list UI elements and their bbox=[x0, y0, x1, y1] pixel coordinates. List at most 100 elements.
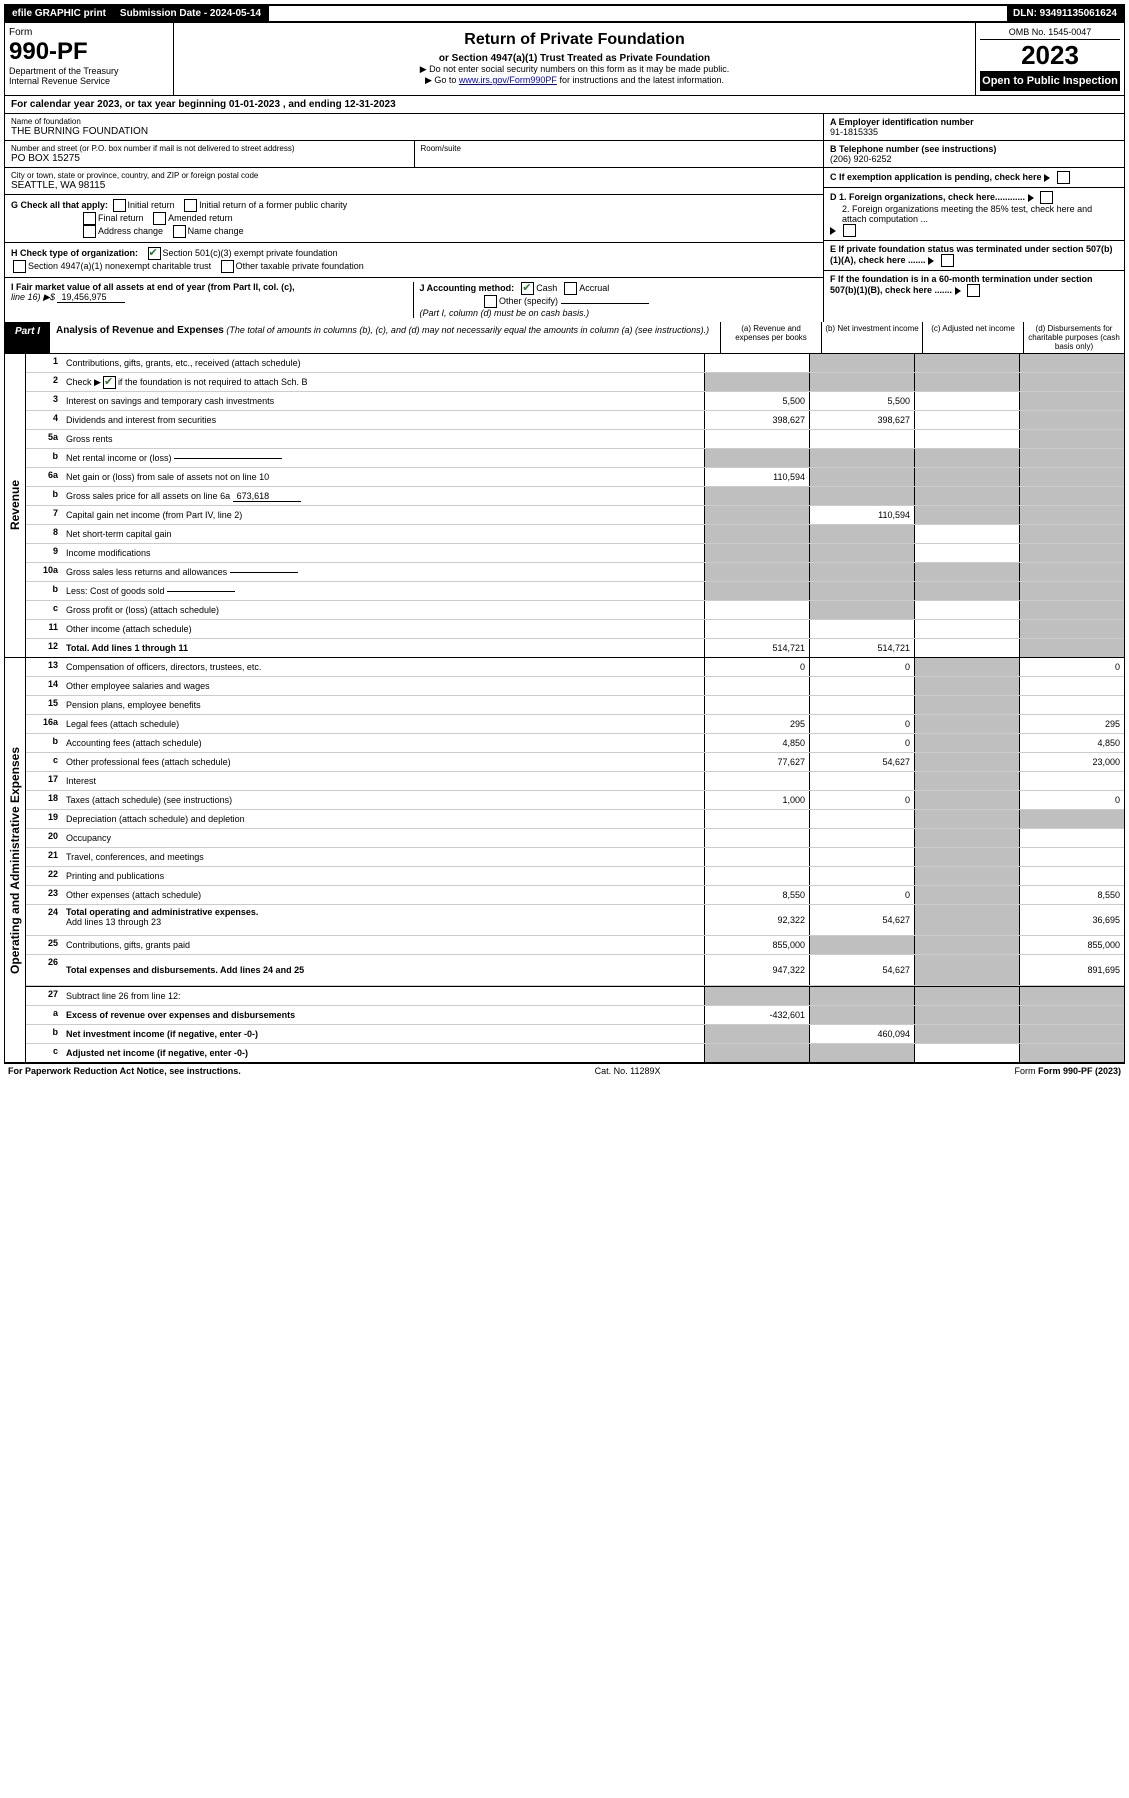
row-desc: Gross profit or (loss) (attach schedule) bbox=[62, 601, 704, 619]
r24-desc: Total operating and administrative expen… bbox=[66, 907, 258, 917]
cell-d bbox=[1019, 772, 1124, 790]
address-label: Number and street (or P.O. box number if… bbox=[11, 144, 408, 153]
city-cell: City or town, state or province, country… bbox=[5, 168, 823, 195]
part1-title-note: (The total of amounts in columns (b), (c… bbox=[226, 325, 709, 335]
cal-end: 12-31-2023 bbox=[344, 99, 395, 110]
row-desc: Net rental income or (loss) bbox=[62, 449, 704, 467]
form-left: Form 990-PF Department of the Treasury I… bbox=[5, 23, 174, 95]
row-desc: Dividends and interest from securities bbox=[62, 411, 704, 429]
cell-a bbox=[704, 525, 809, 543]
r10a-field[interactable] bbox=[230, 572, 298, 573]
cell-c bbox=[914, 392, 1019, 410]
cell-c bbox=[914, 639, 1019, 657]
fmv-value: 19,456,975 bbox=[57, 292, 125, 303]
r5b-field[interactable] bbox=[174, 458, 282, 459]
col-d-header: (d) Disbursements for charitable purpose… bbox=[1023, 322, 1124, 353]
cell-b bbox=[809, 468, 914, 486]
other-method-checkbox[interactable] bbox=[484, 295, 497, 308]
row-desc: Pension plans, employee benefits bbox=[62, 696, 704, 714]
col-headers: (a) Revenue and expenses per books (b) N… bbox=[720, 322, 1124, 353]
cash-checkbox[interactable] bbox=[521, 282, 534, 295]
form-center: Return of Private Foundation or Section … bbox=[174, 23, 976, 95]
cell-b: 54,627 bbox=[809, 905, 914, 935]
schb-checkbox[interactable] bbox=[103, 376, 116, 389]
row-num: 17 bbox=[26, 772, 62, 790]
table-row: 5a Gross rents bbox=[26, 430, 1124, 449]
cell-c bbox=[914, 936, 1019, 954]
initial-return-checkbox[interactable] bbox=[113, 199, 126, 212]
cell-d bbox=[1019, 867, 1124, 885]
cell-b bbox=[809, 936, 914, 954]
table-row: 19 Depreciation (attach schedule) and de… bbox=[26, 810, 1124, 829]
omb: OMB No. 1545-0047 bbox=[980, 27, 1120, 40]
cell-a bbox=[704, 829, 809, 847]
row-desc: Gross rents bbox=[62, 430, 704, 448]
revenue-side-label: Revenue bbox=[5, 354, 26, 657]
foreign-org-checkbox[interactable] bbox=[1040, 191, 1053, 204]
efile-button[interactable]: efile GRAPHIC print bbox=[6, 6, 114, 21]
row-desc: Travel, conferences, and meetings bbox=[62, 848, 704, 866]
other-taxable-checkbox[interactable] bbox=[221, 260, 234, 273]
cal-prefix: For calendar year 2023, or tax year begi… bbox=[11, 99, 229, 110]
row-desc: Taxes (attach schedule) (see instruction… bbox=[62, 791, 704, 809]
cell-a bbox=[704, 449, 809, 467]
cell-a bbox=[704, 373, 809, 391]
amended-return-checkbox[interactable] bbox=[153, 212, 166, 225]
instr1: ▶ Do not enter social security numbers o… bbox=[178, 64, 971, 75]
cell-d bbox=[1019, 1025, 1124, 1043]
row-desc: Excess of revenue over expenses and disb… bbox=[62, 1006, 704, 1024]
row-num: 2 bbox=[26, 373, 62, 391]
60month-checkbox[interactable] bbox=[967, 284, 980, 297]
cell-d bbox=[1019, 696, 1124, 714]
4947-checkbox[interactable] bbox=[13, 260, 26, 273]
cell-c bbox=[914, 791, 1019, 809]
r10b-field[interactable] bbox=[167, 591, 235, 592]
cell-b bbox=[809, 620, 914, 638]
foreign-85-checkbox[interactable] bbox=[843, 224, 856, 237]
g-name: Name change bbox=[188, 226, 244, 236]
terminated-checkbox[interactable] bbox=[941, 254, 954, 267]
g-amended: Amended return bbox=[168, 213, 233, 223]
cell-c bbox=[914, 696, 1019, 714]
h-section: H Check type of organization: Section 50… bbox=[5, 243, 823, 278]
accrual-checkbox[interactable] bbox=[564, 282, 577, 295]
form-990pf-link[interactable]: www.irs.gov/Form990PF bbox=[459, 75, 557, 85]
initial-former-checkbox[interactable] bbox=[184, 199, 197, 212]
table-row: c Adjusted net income (if negative, ente… bbox=[26, 1044, 1124, 1062]
cell-c bbox=[914, 1006, 1019, 1024]
g-section: G Check all that apply: Initial return I… bbox=[5, 195, 823, 243]
cell-b: 54,627 bbox=[809, 753, 914, 771]
cell-d bbox=[1019, 987, 1124, 1005]
cell-d bbox=[1019, 430, 1124, 448]
exemption-pending-checkbox[interactable] bbox=[1057, 171, 1070, 184]
address-change-checkbox[interactable] bbox=[83, 225, 96, 238]
cell-d bbox=[1019, 582, 1124, 600]
r24-desc2: Add lines 13 through 23 bbox=[66, 917, 161, 927]
501c3-checkbox[interactable] bbox=[148, 247, 161, 260]
row-desc: Net short-term capital gain bbox=[62, 525, 704, 543]
row-desc: Gross sales price for all assets on line… bbox=[62, 487, 704, 505]
cell-b: 398,627 bbox=[809, 411, 914, 429]
cell-d bbox=[1019, 829, 1124, 847]
cal-mid: , and ending bbox=[283, 99, 345, 110]
cell-b bbox=[809, 449, 914, 467]
name-change-checkbox[interactable] bbox=[173, 225, 186, 238]
cell-d: 855,000 bbox=[1019, 936, 1124, 954]
row-num: 16a bbox=[26, 715, 62, 733]
row-num: 23 bbox=[26, 886, 62, 904]
cell-c bbox=[914, 677, 1019, 695]
cell-b bbox=[809, 848, 914, 866]
row-num: b bbox=[26, 487, 62, 505]
r2-prefix: Check ▶ bbox=[66, 377, 101, 388]
c-arrow-icon bbox=[1044, 174, 1050, 182]
cell-a: 92,322 bbox=[704, 905, 809, 935]
submission-date: Submission Date - 2024-05-14 bbox=[114, 6, 269, 21]
col-b-header: (b) Net investment income bbox=[821, 322, 922, 353]
cell-d bbox=[1019, 354, 1124, 372]
row-desc: Accounting fees (attach schedule) bbox=[62, 734, 704, 752]
cell-d: 0 bbox=[1019, 658, 1124, 676]
other-specify-field[interactable] bbox=[561, 303, 649, 304]
cell-c bbox=[914, 905, 1019, 935]
final-return-checkbox[interactable] bbox=[83, 212, 96, 225]
dln: DLN: 93491135061624 bbox=[1007, 6, 1123, 21]
